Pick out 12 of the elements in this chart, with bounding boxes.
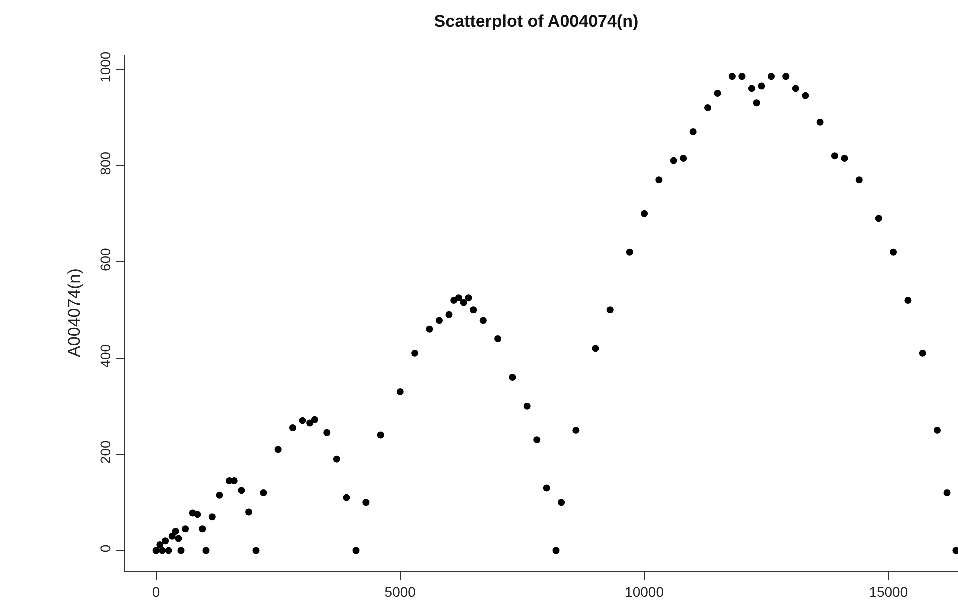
y-tick-label: 600 bbox=[97, 248, 114, 272]
y-tick-label: 800 bbox=[97, 152, 114, 176]
y-tick-label: 400 bbox=[97, 344, 114, 368]
x-tick-label: 0 bbox=[152, 584, 160, 600]
x-tick-label: 10000 bbox=[625, 584, 664, 600]
y-tick-label: 200 bbox=[97, 440, 114, 464]
y-tick-label: 0 bbox=[97, 544, 114, 553]
x-tick-label: 15000 bbox=[869, 584, 908, 600]
y-tick-label: 1000 bbox=[97, 52, 114, 83]
x-tick-label: 5000 bbox=[384, 584, 416, 600]
chart-title: Scatterplot of A004074(n) bbox=[434, 12, 639, 32]
y-axis-title: A004074(n) bbox=[64, 268, 84, 358]
